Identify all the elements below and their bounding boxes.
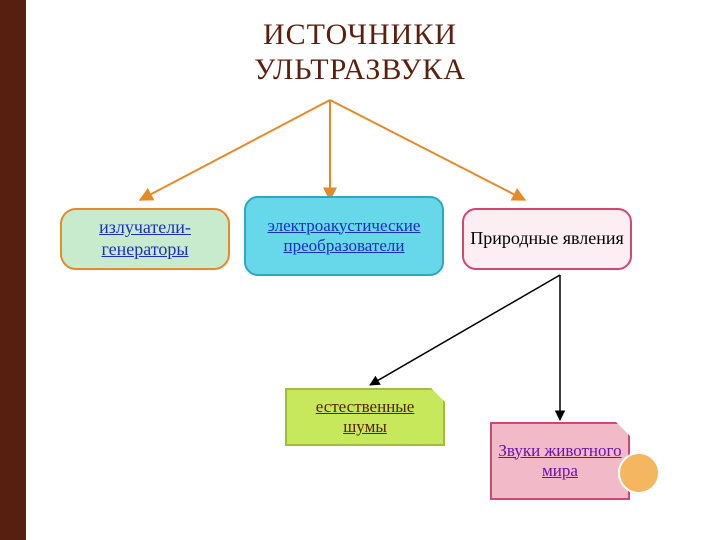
left-accent-bar — [0, 0, 26, 540]
node-animals-label: Звуки животного мира — [498, 441, 622, 482]
node-emitters-label: излучатели-генераторы — [68, 217, 222, 260]
node-transducers: электроакустические преобразователи — [244, 196, 444, 276]
node-transducers-label: электроакустические преобразователи — [252, 216, 436, 257]
page-title-text: ИСТОЧНИКИ УЛЬТРАЗВУКА — [254, 18, 466, 86]
page-title: ИСТОЧНИКИ УЛЬТРАЗВУКА — [175, 18, 545, 87]
node-emitters: излучатели-генераторы — [60, 208, 230, 270]
node-natural-phenomena: Природные явления — [462, 208, 632, 270]
node-animal-sounds: Звуки животного мира — [490, 422, 630, 500]
accent-circle-icon — [618, 452, 660, 494]
node-natural-label: Природные явления — [470, 228, 624, 250]
node-natural-noise: естественные шумы — [285, 388, 445, 446]
node-noise-label: естественные шумы — [293, 397, 437, 438]
